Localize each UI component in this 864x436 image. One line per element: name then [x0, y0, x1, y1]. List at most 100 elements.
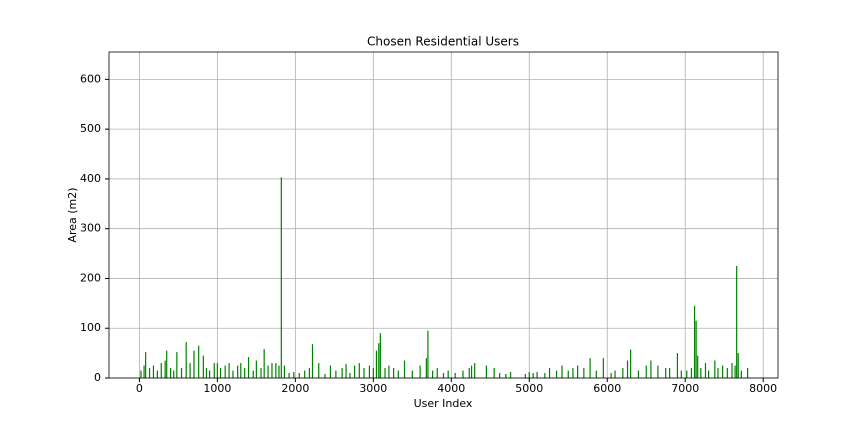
bar: [499, 373, 501, 378]
bar: [324, 374, 326, 378]
bar: [736, 266, 738, 378]
bar: [255, 360, 257, 378]
bar: [650, 360, 652, 378]
bar: [572, 368, 574, 378]
bar: [645, 365, 647, 378]
bar: [156, 370, 158, 378]
bar: [532, 373, 534, 378]
bar: [363, 368, 365, 378]
bar: [427, 330, 429, 378]
bar: [700, 368, 702, 378]
bar: [583, 368, 585, 378]
bar: [271, 363, 273, 378]
bar: [622, 368, 624, 378]
bar: [602, 358, 604, 378]
bars: [140, 177, 749, 378]
bar: [335, 370, 337, 378]
bar: [180, 368, 183, 378]
bar: [267, 365, 269, 378]
bar: [193, 350, 195, 378]
bar: [474, 363, 476, 378]
bar: [160, 363, 162, 378]
bar: [468, 368, 470, 378]
grid: [109, 52, 778, 379]
bar: [403, 360, 406, 378]
bar: [544, 373, 546, 378]
bar: [198, 345, 200, 378]
bar: [509, 372, 512, 378]
bar: [714, 360, 716, 378]
bar: [329, 365, 332, 378]
bar: [173, 370, 175, 378]
bar: [637, 370, 640, 378]
bar: [278, 365, 280, 378]
bar: [224, 365, 226, 378]
x-tick-label: 5000: [515, 382, 543, 395]
bar: [372, 368, 374, 378]
bar: [152, 365, 155, 378]
bar: [345, 364, 347, 378]
bar: [148, 368, 151, 378]
bar: [368, 365, 371, 378]
bar: [202, 355, 204, 378]
bar: [697, 355, 699, 378]
y-tick-label: 300: [80, 222, 101, 235]
bar: [379, 333, 381, 378]
bar: [169, 368, 172, 378]
bar: [397, 370, 399, 378]
bar: [354, 365, 356, 378]
y-tick-label: 100: [80, 321, 101, 334]
bar: [680, 370, 682, 378]
bar: [431, 370, 434, 378]
bar: [746, 368, 749, 378]
bar: [717, 368, 719, 378]
bar: [213, 363, 215, 378]
bar: [392, 368, 395, 378]
bar: [205, 368, 208, 378]
bar: [734, 365, 736, 378]
bar: [690, 368, 693, 378]
bar: [252, 370, 254, 378]
bar: [528, 372, 530, 378]
bar: [614, 370, 616, 378]
y-tick-label: 500: [80, 122, 101, 135]
bar: [308, 368, 310, 378]
bar: [567, 370, 569, 378]
bar: [676, 353, 679, 378]
y-tick-label: 200: [80, 271, 101, 284]
y-tick-label: 600: [80, 72, 101, 85]
bar: [665, 368, 667, 378]
x-tick-label: 3000: [359, 382, 387, 395]
bar: [695, 320, 697, 378]
plot-frame: [108, 51, 779, 379]
bar: [244, 368, 246, 378]
y-tick-label: 400: [80, 172, 101, 185]
bar: [669, 368, 671, 378]
bar: [216, 363, 218, 378]
bar: [166, 350, 168, 378]
x-tick-label: 4000: [437, 382, 465, 395]
y-tick-label: 0: [94, 371, 101, 384]
bar: [462, 370, 464, 378]
bar: [275, 363, 277, 378]
bar: [577, 365, 579, 378]
bar: [548, 368, 551, 378]
x-tick-label: 8000: [749, 382, 777, 395]
bar: [240, 363, 242, 378]
bar: [610, 373, 612, 378]
bar: [470, 365, 473, 378]
bar: [505, 374, 507, 378]
bar: [630, 349, 632, 378]
bar: [185, 342, 187, 378]
x-tick-label: 1000: [203, 382, 231, 395]
bar: [140, 370, 142, 378]
bar: [341, 368, 343, 378]
bar: [208, 370, 211, 378]
bar: [189, 363, 191, 378]
x-tick-label: 0: [136, 382, 143, 395]
bar: [737, 353, 739, 378]
bar: [358, 363, 360, 378]
bar: [145, 352, 147, 378]
